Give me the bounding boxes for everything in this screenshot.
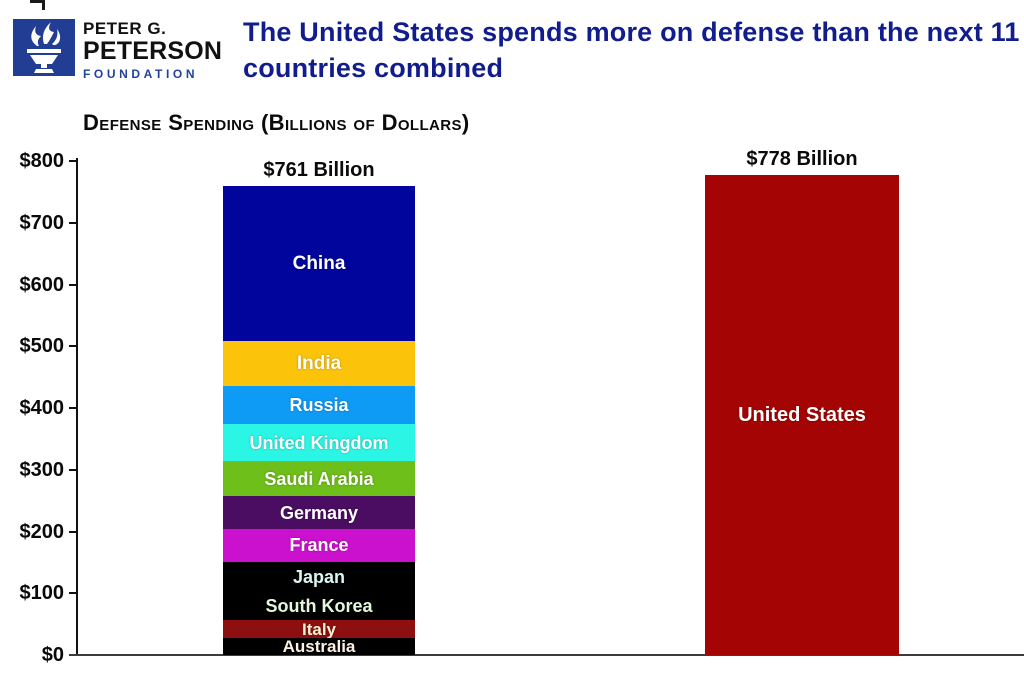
bar-segment-china: China [223,185,415,342]
y-tick-label-600: $600 [19,273,65,296]
y-tick-mark-700 [69,221,77,224]
segment-label-south-korea: South Korea [265,596,373,617]
y-tick-mark-200 [69,530,77,533]
y-tick-mark-100 [69,592,77,595]
peterson-foundation-logo [13,19,75,76]
bar-segment-italy: Italy [223,619,415,639]
y-tick-mark-500 [69,345,77,348]
bar-segment-australia: Australia [223,638,415,655]
torch-icon [27,22,61,73]
y-tick-mark-600 [69,283,77,286]
bar-segment-south-korea: South Korea [223,591,415,621]
brand-line-2: PETERSON [83,37,223,65]
y-tick-label-0: $0 [41,644,64,666]
bar-segment-japan: Japan [223,561,415,592]
bar-segment-united-kingdom: United Kingdom [223,424,415,461]
chart-headline: The United States spends more on defense… [243,17,1020,84]
y-tick-mark-300 [69,468,77,471]
chart-subtitle: Defense Spending (Billions of Dollars) [83,110,470,135]
segment-label-saudi-arabia: Saudi Arabia [264,468,374,489]
segment-label-china: China [292,252,346,274]
brand-line-1: PETER G. [83,19,167,38]
bar-total-label-united-states: $778 Billion [746,147,858,170]
crop-artifact [30,0,45,10]
bar-segment-india: India [223,341,415,387]
segment-label-italy: Italy [301,619,337,639]
y-tick-mark-400 [69,407,77,409]
y-tick-label-200: $200 [19,520,65,543]
bar-segment-saudi-arabia: Saudi Arabia [223,460,415,497]
segment-label-australia: Australia [282,637,356,656]
y-tick-mark-800 [69,160,77,162]
bar-segment-united-states: United States [705,174,899,655]
segment-label-united-states: United States [738,403,866,426]
segment-label-germany: Germany [279,502,359,523]
bar-segment-france: France [223,529,415,562]
y-axis-line [76,158,78,655]
y-tick-label-300: $300 [19,458,65,481]
x-axis-baseline [69,654,1024,656]
y-tick-label-100: $100 [19,582,65,605]
y-tick-label-400: $400 [19,397,65,419]
segment-label-united-kingdom: United Kingdom [249,432,389,453]
y-tick-label-500: $500 [19,335,65,358]
segment-label-russia: Russia [289,395,349,416]
brand-text: PETER G. PETERSON FOUNDATION [83,20,222,80]
brand-line-3: FOUNDATION [83,67,199,81]
segment-label-japan: Japan [292,566,346,587]
y-tick-label-800: $800 [19,150,65,172]
bar-segment-germany: Germany [223,496,415,530]
bar-total-label-next-11-countries-combined: $761 Billion [263,158,375,181]
y-tick-label-700: $700 [19,211,65,234]
bar-segment-russia: Russia [223,386,415,425]
segment-label-france: France [289,535,349,556]
segment-label-india: India [296,353,342,375]
